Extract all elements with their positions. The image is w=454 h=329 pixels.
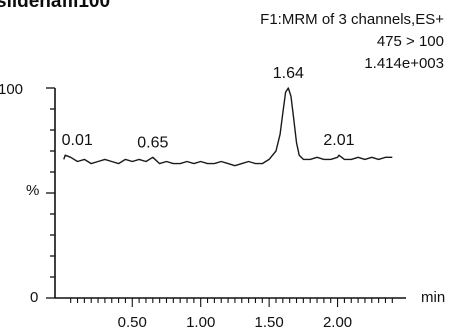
axes: 0.50 1.00 1.50 2.00 [46,87,406,329]
channel-info: F1:MRM of 3 channels,ES+ [260,11,444,28]
y-tick-label-100: 100 [0,81,23,98]
peak-label-0-65: 0.65 [137,134,168,151]
peak-labels: 0.01 0.65 1.64 2.01 [62,65,355,151]
x-tick-label: 1.50 [255,314,284,329]
peak-label-1-64: 1.64 [273,65,304,82]
peak-label-2-01: 2.01 [323,132,354,149]
peak-label-0-01: 0.01 [62,132,93,149]
chromatogram-trace [63,87,393,167]
x-tick-label: 0.50 [118,314,147,329]
x-tick-label: 2.00 [323,314,352,329]
x-tick-label: 1.00 [186,314,215,329]
series-layer [63,87,393,167]
chart-title: sildenafil100 [0,0,110,12]
y-axis-label: % [26,182,39,199]
transition-info: 475 > 100 [377,33,444,50]
intensity-info: 1.414e+003 [364,55,444,72]
x-axis-label: min [421,289,445,306]
y-tick-label-0: 0 [30,289,38,306]
